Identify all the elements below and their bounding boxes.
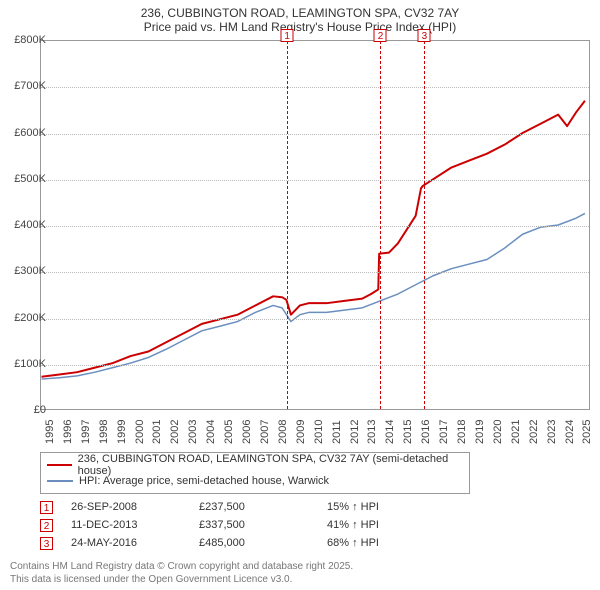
x-tick-label: 1997 xyxy=(80,420,92,444)
x-tick-label: 2007 xyxy=(259,420,271,444)
x-tick-label: 2023 xyxy=(546,420,558,444)
y-tick-label: £300K xyxy=(6,265,46,277)
y-tick-label: £200K xyxy=(6,312,46,324)
event-price: £337,500 xyxy=(199,519,309,531)
event-delta: 15% ↑ HPI xyxy=(327,501,447,513)
x-tick-label: 2009 xyxy=(295,420,307,444)
y-tick-label: £800K xyxy=(6,34,46,46)
legend-swatch xyxy=(47,480,73,482)
chart-plot-area: 123 xyxy=(40,40,590,410)
x-tick-label: 2019 xyxy=(474,420,486,444)
x-tick-label: 2001 xyxy=(151,420,163,444)
x-tick-label: 2013 xyxy=(366,420,378,444)
events-table: 1 26-SEP-2008 £237,500 15% ↑ HPI 2 11-DE… xyxy=(40,498,560,552)
legend-row: 236, CUBBINGTON ROAD, LEAMINGTON SPA, CV… xyxy=(47,457,463,473)
title-line1: 236, CUBBINGTON ROAD, LEAMINGTON SPA, CV… xyxy=(10,6,590,20)
event-marker-box: 1 xyxy=(281,29,294,42)
x-tick-label: 2012 xyxy=(349,420,361,444)
y-tick-label: £500K xyxy=(6,173,46,185)
event-row: 2 11-DEC-2013 £337,500 41% ↑ HPI xyxy=(40,516,560,534)
event-date: 11-DEC-2013 xyxy=(71,519,181,531)
x-tick-label: 2008 xyxy=(277,420,289,444)
event-marker-box: 3 xyxy=(418,29,431,42)
legend-label: HPI: Average price, semi-detached house,… xyxy=(79,475,329,487)
x-tick-label: 2016 xyxy=(420,420,432,444)
event-delta: 41% ↑ HPI xyxy=(327,519,447,531)
x-tick-label: 2000 xyxy=(134,420,146,444)
x-tick-label: 2010 xyxy=(313,420,325,444)
legend-swatch xyxy=(47,464,72,466)
event-row: 3 24-MAY-2016 £485,000 68% ↑ HPI xyxy=(40,534,560,552)
event-index-box: 1 xyxy=(40,501,53,514)
x-tick-label: 2018 xyxy=(456,420,468,444)
legend-box: 236, CUBBINGTON ROAD, LEAMINGTON SPA, CV… xyxy=(40,452,470,494)
y-tick-label: £400K xyxy=(6,219,46,231)
event-date: 24-MAY-2016 xyxy=(71,537,181,549)
series-price_paid xyxy=(41,101,584,377)
x-tick-label: 2024 xyxy=(564,420,576,444)
footer-line2: This data is licensed under the Open Gov… xyxy=(10,574,590,587)
x-tick-label: 2022 xyxy=(528,420,540,444)
x-tick-label: 2014 xyxy=(384,420,396,444)
x-tick-label: 2017 xyxy=(438,420,450,444)
title-block: 236, CUBBINGTON ROAD, LEAMINGTON SPA, CV… xyxy=(0,0,600,36)
x-tick-label: 2006 xyxy=(241,420,253,444)
x-tick-label: 2025 xyxy=(581,420,593,444)
x-tick-label: 2002 xyxy=(169,420,181,444)
title-line2: Price paid vs. HM Land Registry's House … xyxy=(10,20,590,34)
event-price: £485,000 xyxy=(199,537,309,549)
y-tick-label: £0 xyxy=(6,404,46,416)
event-date: 26-SEP-2008 xyxy=(71,501,181,513)
event-marker-box: 2 xyxy=(374,29,387,42)
x-tick-label: 2020 xyxy=(492,420,504,444)
y-tick-label: £100K xyxy=(6,358,46,370)
x-tick-label: 2004 xyxy=(205,420,217,444)
footer-line1: Contains HM Land Registry data © Crown c… xyxy=(10,561,590,574)
x-tick-label: 2021 xyxy=(510,420,522,444)
event-row: 1 26-SEP-2008 £237,500 15% ↑ HPI xyxy=(40,498,560,516)
event-delta: 68% ↑ HPI xyxy=(327,537,447,549)
x-tick-label: 2003 xyxy=(187,420,199,444)
x-tick-label: 1999 xyxy=(116,420,128,444)
event-index-box: 3 xyxy=(40,537,53,550)
x-tick-label: 1998 xyxy=(98,420,110,444)
x-tick-label: 2005 xyxy=(223,420,235,444)
y-tick-label: £700K xyxy=(6,80,46,92)
footer-attribution: Contains HM Land Registry data © Crown c… xyxy=(10,561,590,586)
event-price: £237,500 xyxy=(199,501,309,513)
x-tick-label: 1996 xyxy=(62,420,74,444)
series-hpi xyxy=(41,213,584,379)
legend-label: 236, CUBBINGTON ROAD, LEAMINGTON SPA, CV… xyxy=(78,453,463,477)
plot-svg xyxy=(41,41,589,409)
y-tick-label: £600K xyxy=(6,127,46,139)
x-tick-label: 2015 xyxy=(402,420,414,444)
x-tick-label: 2011 xyxy=(331,420,343,444)
event-index-box: 2 xyxy=(40,519,53,532)
x-tick-label: 1995 xyxy=(44,420,56,444)
chart-container: 236, CUBBINGTON ROAD, LEAMINGTON SPA, CV… xyxy=(0,0,600,590)
